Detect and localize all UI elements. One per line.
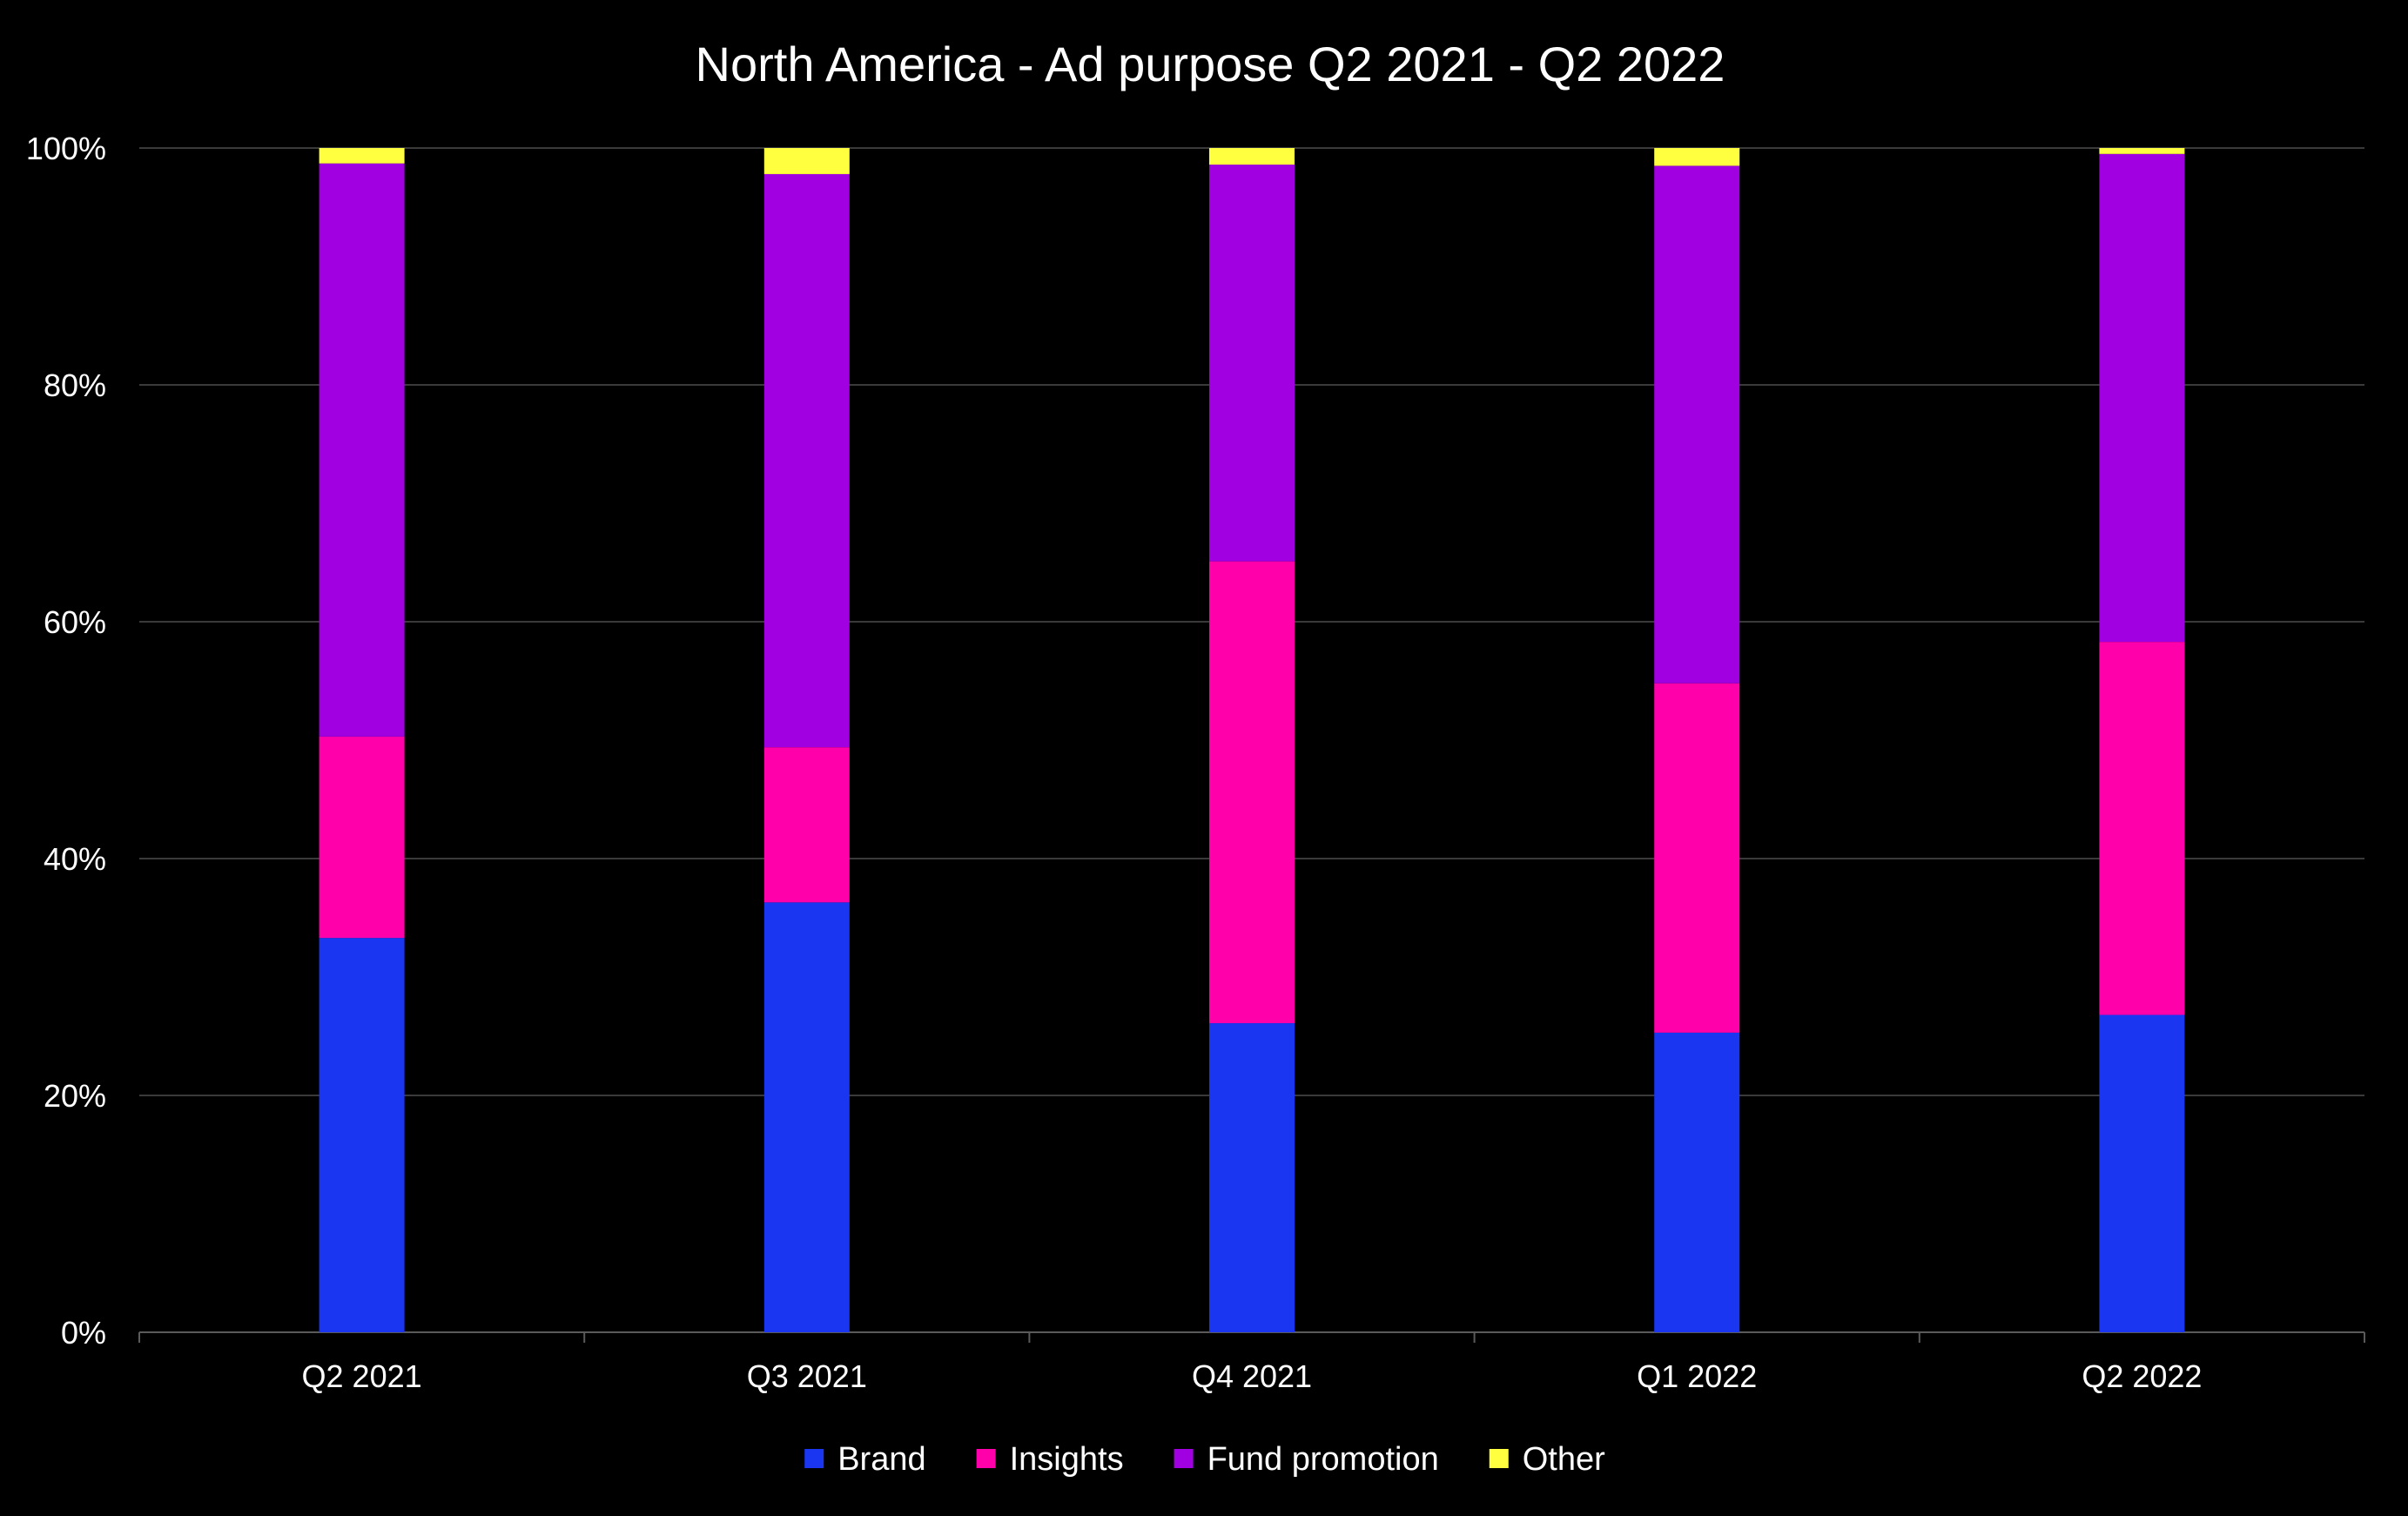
bar-segment-other [319, 148, 405, 164]
legend-label: Other [1523, 1441, 1605, 1478]
x-tick-label: Q2 2022 [2082, 1358, 2202, 1394]
x-tick-label: Q4 2021 [1192, 1358, 1312, 1394]
x-tick-label: Q1 2022 [1637, 1358, 1757, 1394]
chart-title: North America - Ad purpose Q2 2021 - Q2 … [696, 37, 1725, 91]
legend-swatch [804, 1449, 824, 1468]
bar-segment-insights [2099, 642, 2185, 1015]
legend-swatch [1489, 1449, 1509, 1468]
y-tick-label: 40% [44, 841, 106, 877]
bar-segment-brand [763, 902, 850, 1332]
y-tick-label: 20% [44, 1078, 106, 1114]
bar-segment-fund-promotion [1654, 165, 1740, 684]
legend-label: Insights [1010, 1441, 1124, 1478]
bar-segment-fund-promotion [1209, 165, 1295, 562]
y-tick-label: 60% [44, 604, 106, 640]
legend-label: Fund promotion [1207, 1441, 1439, 1478]
x-tick-label: Q2 2021 [302, 1358, 422, 1394]
legend-swatch [976, 1449, 996, 1468]
axes: 0% 20% 40% 60% 80% 100% Q2 2021 Q3 2021 Q4 2021 Q… [26, 131, 2365, 1394]
bar-segment-other [2099, 148, 2185, 154]
bar-segment-insights [1654, 683, 1740, 1033]
y-tick-label: 100% [26, 131, 106, 166]
bar-segment-brand [1209, 1023, 1295, 1332]
x-tick-label: Q3 2021 [747, 1358, 867, 1394]
bars [319, 148, 2185, 1332]
legend-label: Brand [837, 1441, 925, 1478]
bar-segment-other [763, 148, 850, 174]
bar-segment-brand [319, 938, 405, 1332]
bar-segment-other [1654, 148, 1740, 166]
bar-segment-other [1209, 148, 1295, 165]
bar-segment-brand [2099, 1014, 2185, 1332]
y-tick-label: 80% [44, 367, 106, 403]
bar-segment-brand [1654, 1032, 1740, 1332]
bar-segment-fund-promotion [763, 173, 850, 748]
bar-segment-fund-promotion [319, 163, 405, 737]
y-tick-label: 0% [61, 1315, 106, 1351]
bar-segment-insights [763, 747, 850, 903]
bar-segment-fund-promotion [2099, 153, 2185, 643]
legend: Brand Insights Fund promotion Other [804, 1441, 1605, 1478]
bar-segment-insights [1209, 561, 1295, 1024]
bar-segment-insights [319, 736, 405, 939]
legend-swatch [1174, 1449, 1194, 1468]
